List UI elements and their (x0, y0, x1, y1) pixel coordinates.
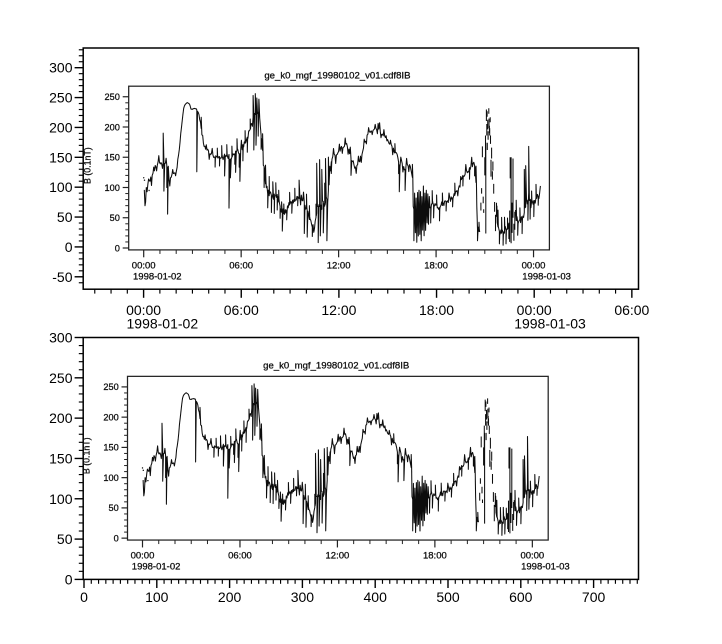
svg-text:50: 50 (57, 531, 73, 547)
svg-text:200: 200 (218, 589, 242, 605)
svg-text:100: 100 (145, 589, 169, 605)
svg-text:500: 500 (436, 589, 460, 605)
svg-text:1998-01-02: 1998-01-02 (127, 316, 199, 332)
svg-text:300: 300 (49, 330, 73, 346)
svg-text:0: 0 (65, 239, 73, 255)
svg-text:100: 100 (49, 491, 73, 507)
svg-text:400: 400 (364, 589, 388, 605)
svg-text:250: 250 (49, 90, 73, 106)
svg-text:0: 0 (65, 571, 73, 587)
svg-text:600: 600 (509, 589, 533, 605)
svg-text:18:00: 18:00 (419, 302, 454, 318)
svg-text:00:00: 00:00 (517, 302, 552, 318)
svg-text:250: 250 (49, 370, 73, 386)
svg-text:12:00: 12:00 (321, 302, 356, 318)
svg-text:-50: -50 (52, 269, 72, 285)
svg-text:1998-01-03: 1998-01-03 (514, 316, 586, 332)
svg-text:100: 100 (49, 179, 73, 195)
svg-text:300: 300 (291, 589, 315, 605)
svg-text:150: 150 (49, 450, 73, 466)
svg-text:200: 200 (49, 119, 73, 135)
svg-text:00:00: 00:00 (126, 302, 161, 318)
svg-text:200: 200 (49, 410, 73, 426)
svg-text:06:00: 06:00 (224, 302, 259, 318)
svg-text:700: 700 (582, 589, 606, 605)
svg-text:0: 0 (80, 589, 88, 605)
svg-text:50: 50 (57, 209, 73, 225)
svg-text:300: 300 (49, 60, 73, 76)
svg-text:150: 150 (49, 149, 73, 165)
svg-text:06:00: 06:00 (614, 302, 649, 318)
